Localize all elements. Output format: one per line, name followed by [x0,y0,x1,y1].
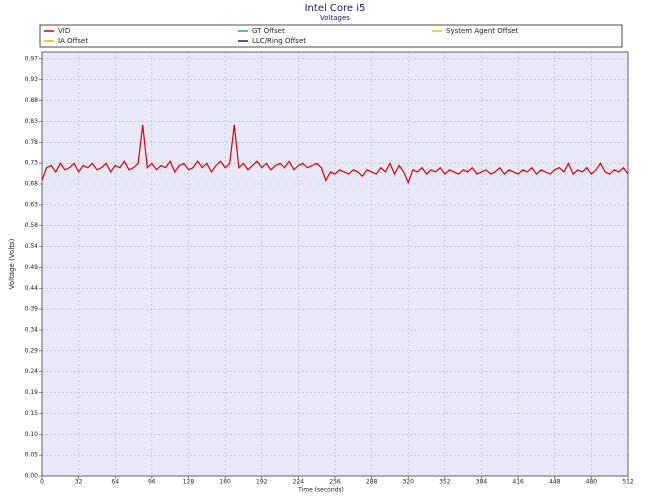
legend-label: LLC/Ring Offset [252,37,306,45]
y-tick-label: 0.39 [25,306,39,313]
legend-box [39,24,623,48]
x-tick-label: 96 [148,479,156,486]
x-tick-label: 160 [219,479,231,486]
legend-label: VID [58,27,70,35]
y-tick-label: 0.54 [25,243,39,250]
plot-border [41,51,629,477]
y-tick-label: 0.58 [25,222,39,229]
x-tick-label: 256 [329,479,341,486]
y-tick-label: 0.49 [25,264,39,271]
y-tick-label: 0.63 [25,201,39,208]
y-tick-label: 0.97 [25,55,39,62]
y-tick-label: 0.88 [25,97,39,104]
x-tick-label: 512 [622,479,634,486]
x-tick-label: 288 [366,479,378,486]
x-tick-label: 480 [586,479,598,486]
x-tick-label: 64 [111,479,119,486]
legend-label: GT Offset [252,27,285,35]
y-tick-label: 0.34 [25,326,39,333]
x-tick-label: 352 [439,479,451,486]
x-tick-label: 32 [75,479,83,486]
y-tick-label: 0.78 [25,139,39,146]
y-tick-label: 0.19 [25,389,39,396]
y-tick-label: 0.44 [25,285,39,292]
legend-label: IA Offset [58,37,88,45]
y-tick-label: 0.73 [25,160,39,167]
x-tick-label: 0 [40,479,44,486]
x-axis-label: Time (seconds) [297,487,344,494]
x-tick-label: 224 [293,479,305,486]
x-tick-label: 320 [403,479,415,486]
y-tick-label: 0.83 [25,118,39,125]
data-line [41,124,629,185]
y-tick-label: 0.00 [25,473,39,480]
y-tick-label: 0.29 [25,347,39,354]
x-tick-label: 384 [476,479,488,486]
chart-subtitle: Voltages [320,14,350,22]
y-tick-label: 0.10 [25,431,39,438]
chart-title: Intel Core i5 [305,3,366,14]
y-tick-label: 0.93 [25,76,39,83]
x-tick-label: 448 [549,479,561,486]
y-tick-label: 0.15 [25,410,39,417]
legend-label: System Agent Offset [446,27,519,35]
y-tick-label: 0.68 [25,180,39,187]
x-tick-label: 192 [256,479,268,486]
y-axis-label: Voltage (Volts) [8,238,16,289]
x-tick-label: 416 [512,479,524,486]
y-tick-label: 0.05 [25,452,39,459]
x-tick-label: 128 [183,479,195,486]
y-tick-label: 0.24 [25,368,39,375]
